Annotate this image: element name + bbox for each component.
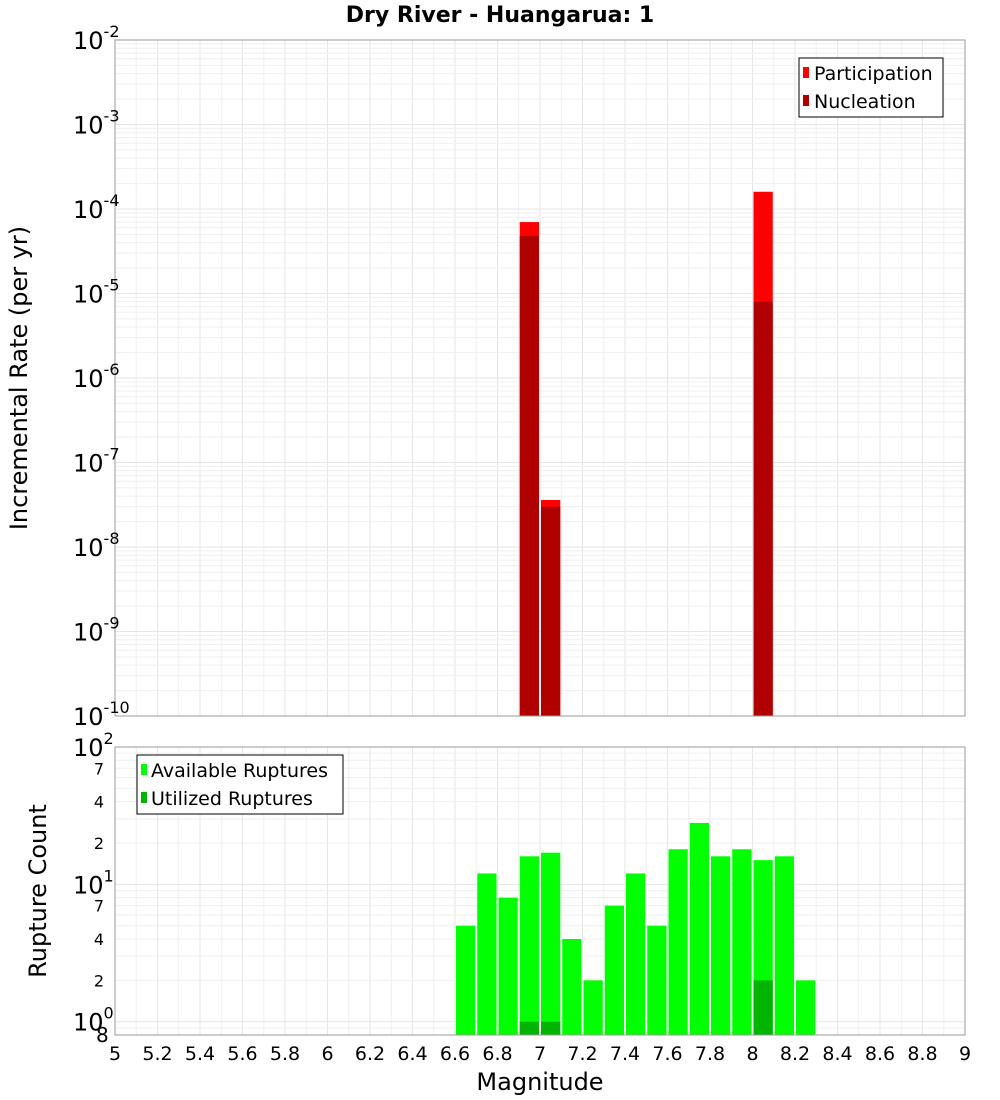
bottom-y-axis-label: Rupture Count xyxy=(24,804,52,978)
legend-available-swatch xyxy=(141,764,147,775)
x-tick-label: 5.2 xyxy=(142,1043,172,1065)
legend-available-label: Available Ruptures xyxy=(151,760,328,782)
bottom-legend-box xyxy=(136,754,344,815)
available-ruptures-bar xyxy=(541,852,561,1035)
legend-nucleation-label: Nucleation xyxy=(814,91,916,113)
x-tick-label: 7.8 xyxy=(695,1043,725,1065)
nucleation-bar xyxy=(541,506,561,716)
y-tick-label: 10-3 xyxy=(73,107,120,140)
available-ruptures-bar xyxy=(583,980,603,1035)
y-tick-value-label: 8 xyxy=(96,1023,109,1047)
top-legend-box xyxy=(798,57,944,118)
y-minor-tick-label: 7 xyxy=(94,759,104,778)
bottom-plot-border xyxy=(114,746,966,1036)
x-axis-label: Magnitude xyxy=(476,1068,603,1096)
x-tick-label: 6.8 xyxy=(482,1043,512,1065)
available-ruptures-bar xyxy=(498,897,518,1035)
x-tick-label: 6.4 xyxy=(397,1043,427,1065)
y-tick-label: 10-2 xyxy=(73,22,120,55)
legend-nucleation-swatch xyxy=(803,95,809,106)
y-tick-label: 10-4 xyxy=(73,191,120,224)
available-ruptures-bar xyxy=(711,856,731,1035)
utilized-ruptures-bar xyxy=(541,1021,561,1035)
available-ruptures-bar xyxy=(456,925,476,1035)
x-tick-label: 5 xyxy=(109,1043,121,1065)
x-tick-label: 8.2 xyxy=(780,1043,810,1065)
y-minor-tick-label: 7 xyxy=(94,897,104,916)
available-ruptures-bar xyxy=(604,905,624,1035)
x-tick-label: 5.6 xyxy=(227,1043,257,1065)
utilized-ruptures-bar xyxy=(519,1021,539,1035)
y-tick-label: 10-9 xyxy=(73,614,120,647)
legend-participation-label: Participation xyxy=(814,63,933,85)
bottom-bars xyxy=(456,822,816,1035)
available-ruptures-bar xyxy=(626,873,646,1035)
chart-title: Dry River - Huangarua: 1 xyxy=(346,3,654,28)
y-tick-label: 101 xyxy=(73,866,114,899)
y-minor-tick-label: 2 xyxy=(94,834,104,853)
top-y-axis-ticks: 10-10 10-9 10-8 10-7 10-6 10-5 10-4 10-3 10-2 xyxy=(73,22,130,731)
available-ruptures-bar xyxy=(774,856,794,1035)
y-tick-label: 10-7 xyxy=(73,445,120,478)
utilized-ruptures-bar xyxy=(753,980,773,1035)
y-tick-label: 10-10 xyxy=(73,698,130,731)
x-tick-label: 8 xyxy=(746,1043,758,1065)
legend-utilized-label: Utilized Ruptures xyxy=(151,788,313,810)
x-tick-label: 5.4 xyxy=(185,1043,215,1065)
top-panel: 10-10 10-9 10-8 10-7 10-6 10-5 10-4 10-3 10-2 In… xyxy=(5,22,966,731)
top-grid xyxy=(114,39,966,717)
y-minor-tick-label: 4 xyxy=(94,930,104,949)
x-tick-label: 8.8 xyxy=(907,1043,937,1065)
x-tick-label: 6.2 xyxy=(355,1043,385,1065)
x-tick-label: 7.2 xyxy=(567,1043,597,1065)
x-tick-label: 7.4 xyxy=(610,1043,640,1065)
x-tick-label: 7.6 xyxy=(652,1043,682,1065)
top-bars xyxy=(519,191,773,717)
y-tick-label: 10-8 xyxy=(73,529,120,562)
x-tick-label: 7 xyxy=(534,1043,546,1065)
available-ruptures-bar xyxy=(732,849,752,1035)
x-tick-label: 8.6 xyxy=(865,1043,895,1065)
x-tick-label: 9 xyxy=(959,1043,971,1065)
available-ruptures-bar xyxy=(796,980,816,1035)
y-tick-label: 10-5 xyxy=(73,276,120,309)
top-plot-border xyxy=(114,39,966,717)
available-ruptures-bar xyxy=(668,849,688,1035)
y-tick-label: 102 xyxy=(73,729,114,762)
available-ruptures-bar xyxy=(477,873,497,1035)
legend-utilized-swatch xyxy=(141,792,147,803)
nucleation-bar xyxy=(753,301,773,716)
available-ruptures-bar xyxy=(689,822,709,1035)
x-tick-label: 8.4 xyxy=(822,1043,852,1065)
y-minor-tick-label: 2 xyxy=(94,971,104,990)
available-ruptures-bar xyxy=(519,856,539,1035)
top-legend: Participation Nucleation xyxy=(798,57,944,118)
y-minor-tick-label: 4 xyxy=(94,793,104,812)
available-ruptures-bar xyxy=(562,939,582,1035)
legend-participation-swatch xyxy=(803,67,809,78)
bottom-legend: Available Ruptures Utilized Ruptures xyxy=(136,754,344,815)
top-y-axis-label: Incremental Rate (per yr) xyxy=(5,226,33,530)
x-tick-label: 6 xyxy=(321,1043,333,1065)
x-tick-label: 5.8 xyxy=(270,1043,300,1065)
x-axis-ticks: 5 5.2 5.4 5.6 5.8 6 6.2 6.4 6.6 6.8 7 7.2 7.4 7.6 7.8 8… xyxy=(109,1043,971,1065)
x-tick-label: 6.6 xyxy=(440,1043,470,1065)
y-tick-label: 10-6 xyxy=(73,360,120,393)
available-ruptures-bar xyxy=(647,925,667,1035)
nucleation-bar xyxy=(519,235,539,716)
